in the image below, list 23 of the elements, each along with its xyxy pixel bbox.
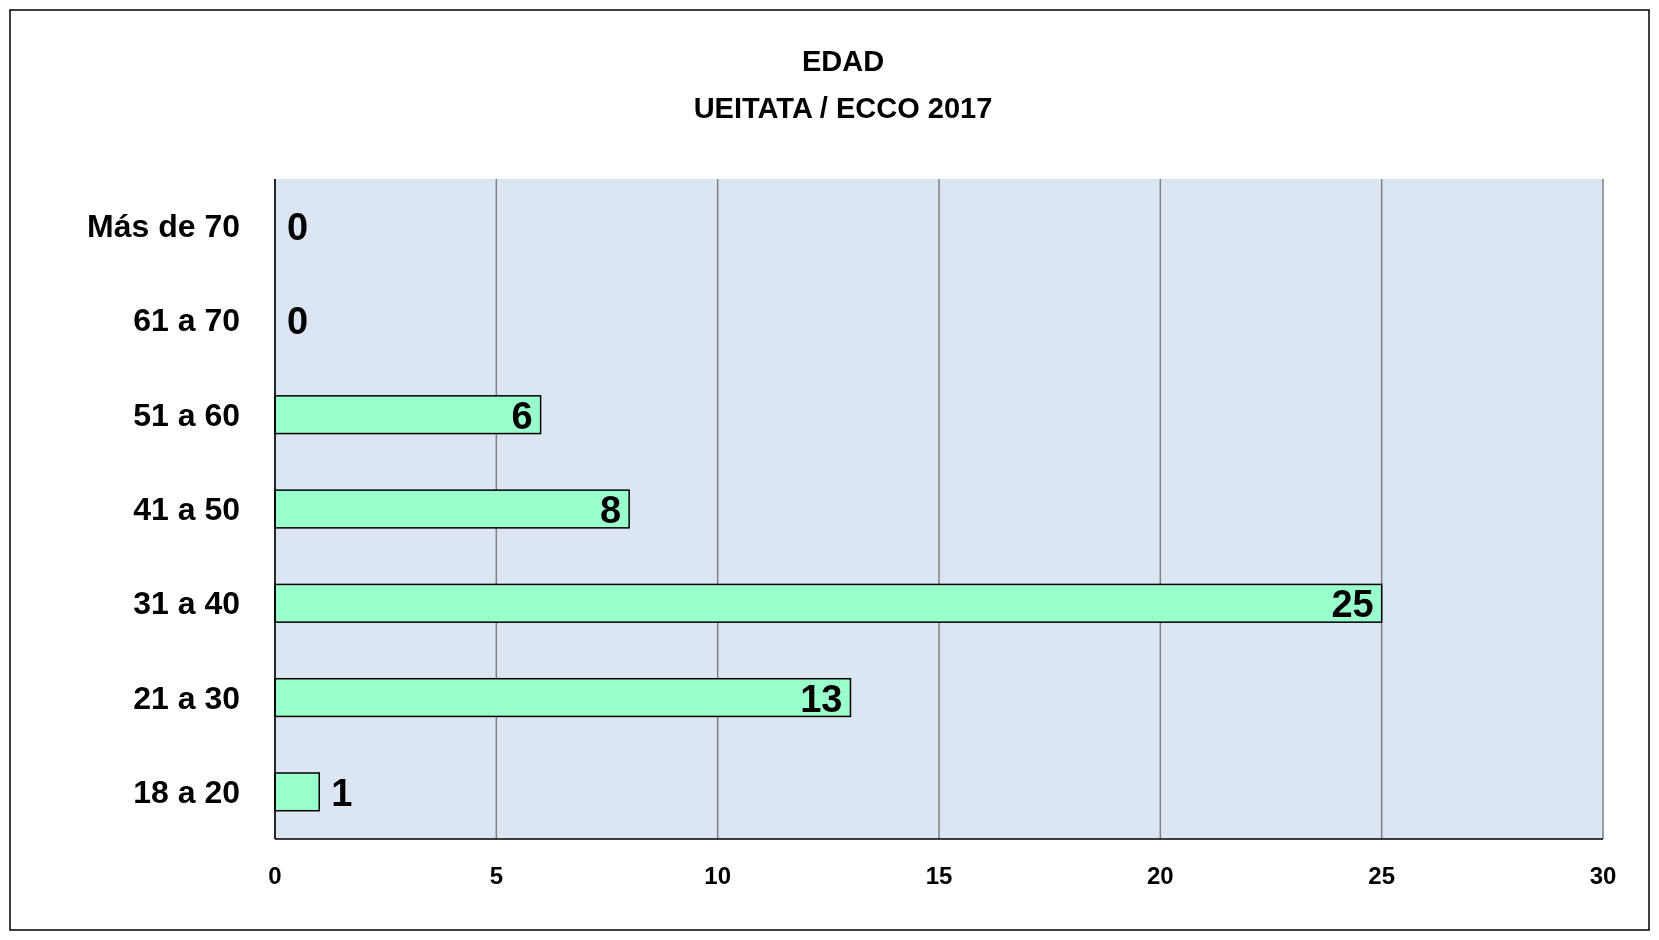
data-label: 8 [599, 489, 622, 531]
y-tick-label: 61 a 70 [133, 302, 240, 339]
data-label: 13 [800, 677, 843, 720]
x-tick-label: 0 [268, 862, 282, 889]
y-tick-label: 51 a 60 [133, 396, 240, 433]
x-tick-label: 25 [1368, 862, 1396, 889]
x-tick-label: 20 [1146, 862, 1174, 889]
x-tick-label: 10 [704, 862, 732, 889]
y-tick-label: 21 a 30 [133, 679, 240, 716]
chart-title: EDAD [801, 45, 885, 77]
data-label: 0 [287, 206, 309, 249]
y-tick-label: Más de 70 [87, 208, 240, 245]
x-tick-label: 5 [489, 862, 504, 889]
data-label: 6 [511, 394, 533, 437]
x-tick-label: 30 [1589, 862, 1617, 889]
data-label: 25 [1331, 583, 1374, 626]
y-tick-label: 18 a 20 [133, 773, 240, 810]
data-label: 0 [287, 300, 309, 343]
data-label: 1 [331, 771, 353, 814]
y-tick-label: 31 a 40 [133, 585, 240, 622]
y-tick-label: 41 a 50 [133, 491, 240, 527]
chart-subtitle: UEITATA / ECCO 2017 [693, 92, 993, 124]
x-tick-label: 15 [925, 862, 953, 889]
